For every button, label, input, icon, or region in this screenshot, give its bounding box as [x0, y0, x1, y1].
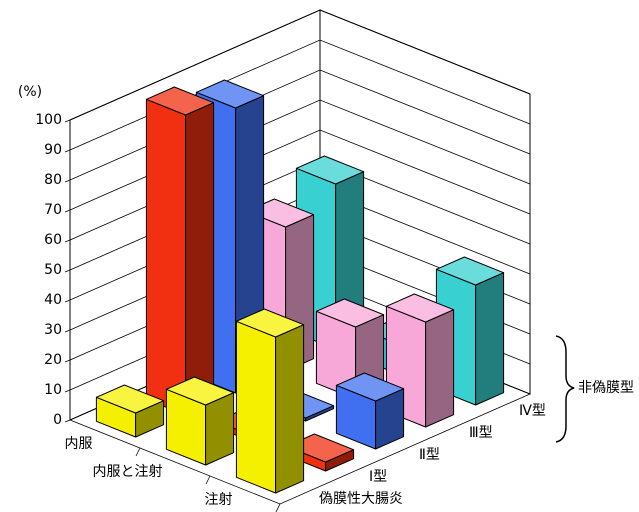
bar-side	[275, 324, 305, 494]
bar-top	[235, 308, 305, 338]
bar-top	[195, 79, 265, 109]
y-tick-label: 20	[44, 352, 62, 368]
bar-top	[335, 372, 405, 402]
bar	[145, 86, 215, 416]
y-tick-label: 100	[35, 112, 62, 128]
category-tick	[205, 475, 211, 485]
bar-top	[295, 155, 365, 185]
tick-mark	[64, 209, 71, 213]
category-tick	[135, 447, 141, 457]
bar	[95, 384, 165, 438]
bar-top	[95, 384, 165, 414]
bar-top	[165, 376, 235, 406]
tick-mark	[64, 299, 71, 303]
series-label: Ⅱ型	[419, 447, 440, 463]
y-tick-label: 0	[53, 412, 62, 428]
series-label: 偽膜性大腸炎	[319, 491, 403, 507]
tick-mark	[64, 269, 71, 273]
bar-top	[385, 293, 455, 323]
y-tick-label: 30	[44, 322, 62, 338]
y-tick-label: 80	[44, 172, 62, 188]
bar-side	[425, 309, 455, 428]
series-label: Ⅰ型	[369, 469, 387, 485]
tick-mark	[64, 149, 71, 153]
x-tick-label: 内服	[65, 436, 93, 452]
bar-side	[185, 102, 215, 416]
bar-top	[435, 256, 505, 286]
series-label: Ⅲ型	[469, 425, 493, 441]
category-tick	[275, 503, 281, 512]
tick-mark	[64, 359, 71, 363]
tick-mark	[64, 239, 71, 243]
bar-top	[315, 298, 385, 328]
bar-front	[145, 98, 187, 416]
y-tick-label: 90	[44, 142, 62, 158]
x-tick-label: 注射	[205, 492, 233, 508]
grid-line	[69, 9, 531, 121]
bar-front	[235, 320, 277, 494]
tick-mark	[64, 329, 71, 333]
bar-side	[475, 272, 505, 406]
tick-mark	[64, 119, 71, 123]
group-label: 非偽膜型	[578, 380, 634, 396]
bar	[335, 372, 405, 450]
y-tick-label: 50	[44, 262, 62, 278]
x-tick-label: 内服と注射	[93, 464, 163, 480]
y-axis-label: (%)	[18, 84, 42, 100]
tick-mark	[64, 179, 71, 183]
y-tick-label: 10	[44, 382, 62, 398]
tick-mark	[64, 419, 71, 423]
bar-top	[145, 86, 215, 116]
tick-mark	[64, 389, 71, 393]
bar	[235, 308, 305, 494]
series-label: Ⅳ型	[519, 403, 546, 419]
y-tick-label: 60	[44, 232, 62, 248]
y-tick-label: 40	[44, 292, 62, 308]
bar	[165, 376, 235, 466]
y-tick-label: 70	[44, 202, 62, 218]
group-brace	[555, 335, 575, 443]
